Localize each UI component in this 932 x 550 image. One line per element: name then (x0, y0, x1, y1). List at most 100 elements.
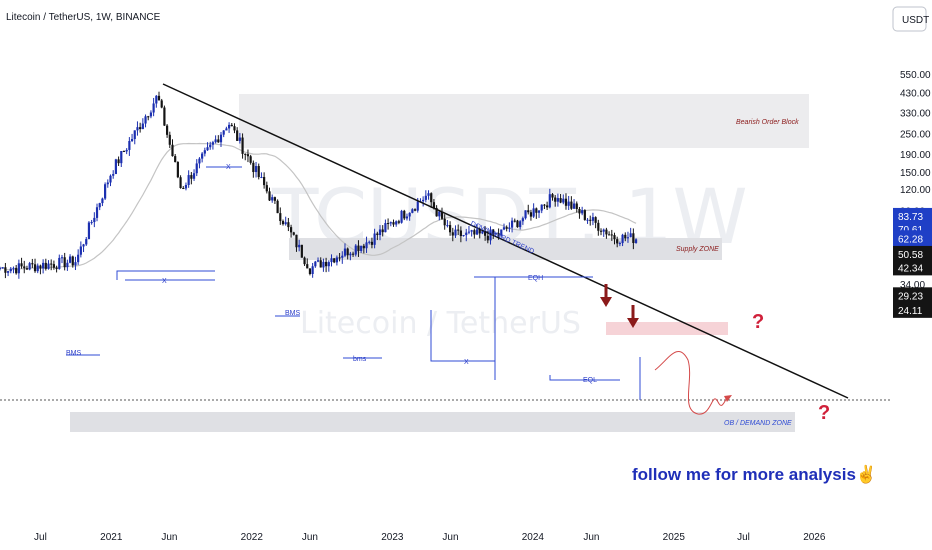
candle-body (616, 239, 619, 244)
candle-body (435, 208, 438, 217)
candle-body (508, 227, 511, 229)
candle-body (187, 175, 190, 185)
candle-body (333, 258, 336, 263)
candle-body (357, 245, 360, 251)
price-tag-label: 62.28 (898, 234, 923, 245)
price-tick: 250.00 (900, 129, 931, 140)
demand-zone-label: OB / DEMAND ZONE (724, 420, 792, 427)
candle-body (98, 203, 101, 208)
candle-body (36, 265, 39, 272)
candle-body (109, 175, 112, 183)
candle-body (112, 174, 115, 176)
candle-body (192, 173, 196, 179)
candle-body (114, 159, 117, 175)
candle-body (244, 153, 247, 155)
candle-body (330, 258, 333, 263)
price-tag-box (893, 245, 932, 262)
candle-body (562, 198, 565, 203)
candle-body (82, 244, 85, 247)
candle-body (432, 202, 436, 209)
candle-body (303, 257, 306, 265)
candle-body (454, 229, 457, 236)
candle-body (246, 154, 250, 157)
candle-body (602, 229, 605, 232)
candle-body (17, 263, 20, 274)
price-tick: 120.00 (900, 185, 931, 196)
candle-body (465, 232, 468, 236)
candle-body (392, 222, 395, 225)
candle-body (211, 142, 215, 145)
candle-body (546, 205, 549, 208)
candle-body (236, 130, 239, 141)
price-tick: 150.00 (900, 168, 931, 179)
candle-body (416, 201, 419, 211)
candle-body (484, 231, 487, 236)
candle-body (521, 218, 524, 222)
candle-body (28, 263, 31, 270)
candle-body (50, 263, 53, 265)
candle-body (395, 221, 398, 225)
candle-body (378, 229, 382, 236)
candle-body (147, 116, 150, 118)
candle-body (408, 212, 411, 217)
candle-body (610, 234, 613, 236)
time-tick: 2026 (803, 532, 826, 543)
time-tick: Jun (583, 532, 599, 543)
structure-annotations (66, 166, 641, 400)
candle-body (335, 257, 338, 263)
candle-body (529, 212, 533, 217)
candle-body (556, 198, 559, 202)
candle-body (222, 130, 225, 135)
candle-body (179, 177, 182, 189)
candle-body (263, 176, 266, 186)
candle-body (462, 235, 465, 237)
candle-body (182, 188, 185, 190)
candle-body (117, 159, 120, 164)
currency-button[interactable] (892, 6, 927, 32)
candle-body (624, 234, 627, 239)
candle-body (532, 208, 535, 217)
candle-body (502, 227, 506, 230)
candle-body (271, 197, 274, 201)
candle-body (325, 261, 328, 267)
candle-body (510, 220, 514, 228)
candle-body (63, 257, 66, 268)
candle-body (68, 256, 72, 263)
candle-body (71, 256, 74, 266)
candle-body (33, 264, 37, 272)
time-tick-labels: Jul 2021 Jun 2022 Jun 2023 Jun 2024 Jun 2025 Jul 20… (34, 532, 826, 543)
candle-body (497, 233, 500, 236)
candle-body (368, 241, 371, 243)
candle-body (206, 147, 209, 151)
candle-body (0, 268, 2, 270)
candle-body (233, 126, 236, 131)
candle-body (327, 262, 330, 267)
candle-body (500, 229, 503, 236)
candle-body (381, 229, 384, 233)
supply-zone (289, 238, 722, 260)
candle-body (230, 124, 233, 127)
price-tags: 83.7370.6162.285d 15h50.5842.3429.2324.1… (893, 207, 932, 318)
candle-body (527, 210, 530, 213)
candle-body (265, 185, 268, 192)
candle-body (298, 244, 301, 248)
candle-body (47, 263, 50, 269)
candle-body (141, 123, 144, 130)
question-mark-1: ? (752, 311, 764, 333)
candle-body (289, 227, 293, 233)
candle-body (292, 232, 295, 235)
price-tick: 550.00 (900, 70, 931, 81)
candle-body (618, 243, 621, 245)
candle-body (77, 254, 80, 263)
candle-body (95, 207, 99, 218)
downward-trendline[interactable] (162, 83, 849, 399)
candle-body (249, 156, 252, 163)
candle-body (85, 239, 88, 245)
candle-body (581, 210, 584, 214)
candle-body (25, 268, 29, 270)
candle-body (360, 245, 363, 251)
candle-body (597, 222, 600, 231)
price-tag-box (893, 207, 932, 224)
candle-body (227, 124, 231, 129)
